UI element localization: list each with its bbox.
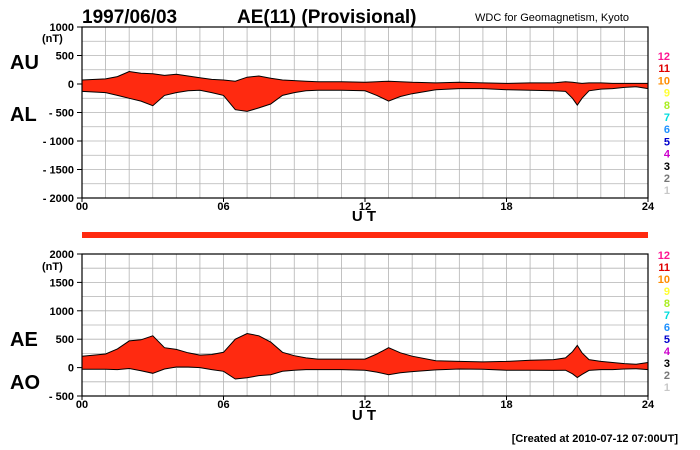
x-tick-label: 24	[642, 201, 655, 213]
y-tick-label: 1500	[50, 277, 74, 289]
au-al-grid	[82, 27, 648, 198]
station-count-label: 5	[664, 334, 670, 346]
ae-ao-y-tick-labels: 2000 1500 1000 500 0 - 500	[49, 249, 74, 403]
ae-ao-area	[81, 332, 649, 380]
ae-label: AE	[10, 329, 38, 351]
al-series-line	[81, 86, 649, 112]
x-tick-label: 06	[217, 399, 229, 411]
x-tick-label: 06	[217, 201, 229, 213]
station-count-label: 3	[664, 161, 670, 173]
au-series-line	[81, 70, 648, 84]
ae-ao-frame	[77, 253, 649, 400]
station-count-label: 2	[664, 370, 670, 382]
station-count-label: 9	[664, 88, 670, 100]
station-count-label: 9	[664, 286, 670, 298]
y-tick-label: 2000	[50, 249, 74, 261]
x-tick-label: 18	[500, 201, 512, 213]
ae-series-line	[81, 332, 649, 365]
station-count-label: 7	[664, 310, 670, 322]
ae-ao-x-axis-label: U T	[352, 407, 376, 424]
station-count-label: 4	[664, 346, 671, 358]
station-count-label: 6	[664, 322, 670, 334]
x-tick-label: 18	[500, 399, 512, 411]
created-timestamp: [Created at 2010-07-12 07:00UT]	[512, 433, 679, 445]
x-tick-label: 12	[359, 399, 371, 411]
y-tick-label: - 1000	[43, 136, 74, 148]
y-tick-label: 500	[56, 334, 74, 346]
station-count-label: 10	[658, 274, 670, 286]
figure-title: AE(11) (Provisional)	[237, 7, 417, 28]
data-coverage-bar	[82, 232, 648, 238]
envelope-fill	[82, 71, 648, 112]
station-count-label: 12	[658, 51, 670, 63]
envelope-fill	[82, 333, 648, 379]
ae-ao-grid	[82, 254, 648, 396]
y-tick-label: - 500	[49, 391, 74, 403]
station-count-label: 6	[664, 124, 670, 136]
y-tick-label: 0	[68, 363, 74, 375]
x-tick-label: 12	[359, 201, 371, 213]
x-tick-label: 24	[642, 399, 655, 411]
au-al-x-axis-label: U T	[352, 208, 376, 225]
station-count-label: 7	[664, 112, 670, 124]
au-al-y-tick-labels: 1000 500 0 - 500 - 1000 - 1500 - 2000	[43, 22, 74, 205]
station-count-label: 11	[658, 63, 670, 75]
station-count-label: 1	[664, 382, 670, 394]
station-count-label: 8	[664, 298, 670, 310]
source-label: WDC for Geomagnetism, Kyoto	[475, 12, 629, 24]
y-tick-label: 0	[68, 79, 74, 91]
au-al-frame	[77, 26, 649, 202]
ao-series-line	[82, 366, 649, 380]
y-tick-label: - 2000	[43, 193, 74, 205]
date-label: 1997/06/03	[82, 7, 177, 28]
al-label: AL	[10, 104, 37, 126]
station-count-label: 12	[658, 250, 670, 262]
station-count-label: 1	[664, 185, 670, 197]
station-count-label: 2	[664, 173, 670, 185]
y-tick-label: 500	[56, 51, 74, 63]
station-count-label: 11	[658, 262, 670, 274]
station-count-label: 3	[664, 358, 670, 370]
ao-label: AO	[10, 372, 40, 394]
ae-ao-x-tick-labels: 00 06 12 18 24	[76, 399, 655, 411]
station-count-label: 10	[658, 75, 670, 87]
x-tick-label: 00	[76, 399, 88, 411]
y-tick-label: - 1500	[43, 165, 74, 177]
y-tick-label: 1000	[50, 306, 74, 318]
station-count-label: 4	[664, 149, 671, 161]
ae-ao-unit-label: (nT)	[42, 261, 63, 273]
au-label: AU	[10, 52, 39, 74]
au-al-area	[81, 70, 649, 112]
au-al-x-tick-labels: 00 06 12 18 24	[76, 201, 655, 213]
y-tick-label: 1000	[50, 22, 74, 34]
station-count-label: 8	[664, 100, 670, 112]
au-al-unit-label: (nT)	[42, 33, 63, 45]
y-tick-label: - 500	[49, 108, 74, 120]
station-count-label: 5	[664, 136, 670, 148]
x-tick-label: 00	[76, 201, 88, 213]
